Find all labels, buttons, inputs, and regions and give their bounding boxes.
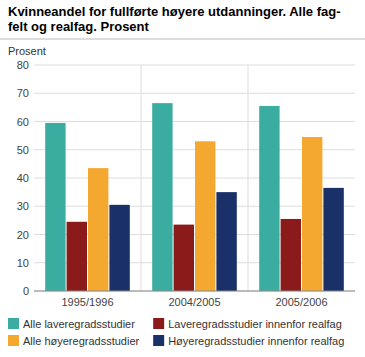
legend-label: Laveregradsstudier innenfor realfag (168, 318, 342, 330)
bar (67, 222, 87, 291)
bars (45, 103, 344, 291)
grid-line (34, 93, 355, 94)
legend-item: Høyeregradsstudier innenfor realfag (153, 335, 344, 347)
legend-swatch (153, 318, 164, 329)
legend-swatch (8, 335, 19, 346)
bar (45, 123, 65, 291)
y-tick-label: 50 (17, 144, 29, 156)
grid (34, 65, 355, 291)
group-divider (141, 65, 142, 291)
x-tick-label: 2005/2006 (276, 296, 328, 308)
bar (216, 192, 236, 291)
y-tick-label: 60 (17, 116, 29, 128)
group-divider (248, 65, 249, 291)
bar (88, 168, 108, 291)
y-tick-label: 10 (17, 257, 29, 269)
x-axis-line (34, 291, 355, 292)
bar (259, 106, 279, 291)
legend-swatch (153, 335, 164, 346)
y-tick-label: 40 (17, 172, 29, 184)
grid-line (34, 65, 355, 66)
bar (152, 103, 172, 291)
legend-item: Laveregradsstudier innenfor realfag (153, 318, 342, 330)
bar (302, 137, 322, 291)
grid-line (34, 121, 355, 122)
y-axis-label: Prosent (8, 45, 46, 57)
title: Kvinneandel for fullførte høyere utdanni… (8, 4, 341, 34)
legend-label: Alle høyeregradsstudier (23, 335, 140, 347)
y-tick-label: 30 (17, 200, 29, 212)
title-rule (0, 39, 365, 40)
legend-label: Høyeregradsstudier innenfor realfag (168, 335, 344, 347)
legend-label: Alle laveregradsstudier (23, 318, 135, 330)
legend-item: Alle laveregradsstudier (8, 318, 135, 330)
x-tick-label: 1995/1996 (62, 296, 114, 308)
bar (109, 205, 129, 291)
bar (323, 188, 343, 291)
bar (195, 141, 215, 291)
y-tick-label: 20 (17, 229, 29, 241)
y-tick-label: 80 (17, 59, 29, 71)
x-tick-label: 2004/2005 (169, 296, 221, 308)
legend-item: Alle høyeregradsstudier (8, 335, 140, 347)
bar (174, 225, 194, 291)
chart: Kvinneandel for fullførte høyere utdanni… (0, 0, 365, 357)
legend: Alle laveregradsstudier Laveregradsstudie… (8, 318, 344, 347)
legend-swatch (8, 318, 19, 329)
bar (281, 219, 301, 291)
grid-line (34, 291, 355, 292)
y-tick-label: 0 (23, 285, 29, 297)
y-tick-label: 70 (17, 87, 29, 99)
